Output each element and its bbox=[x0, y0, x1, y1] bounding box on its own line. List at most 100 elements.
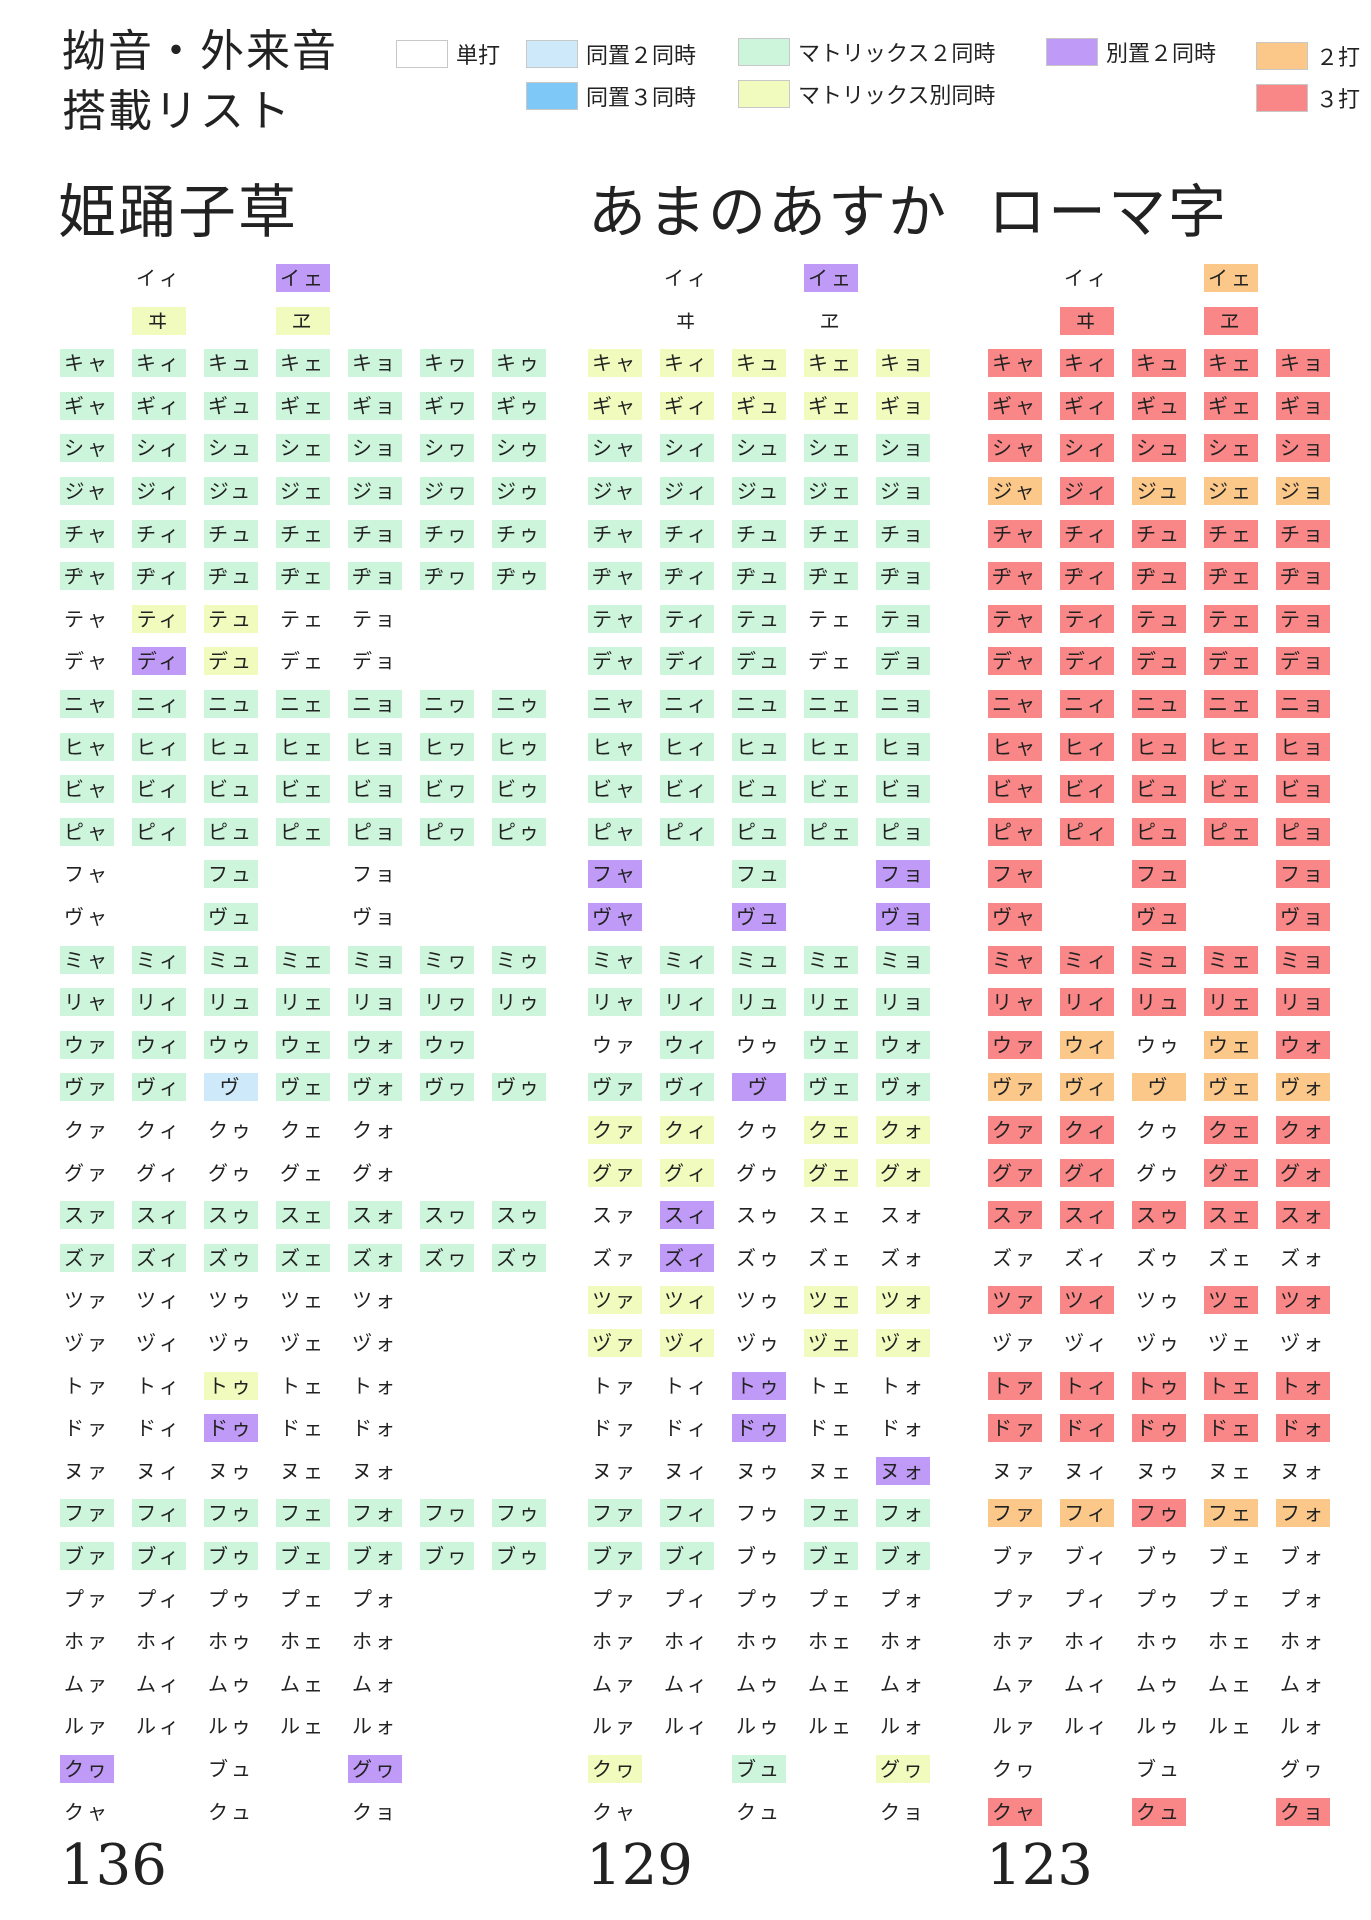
legend-same2: 同置２同時 bbox=[526, 38, 696, 70]
kana-cell: トェ bbox=[280, 1373, 326, 1398]
kana-cell: ビィ bbox=[1060, 775, 1114, 804]
kana-cell: ブゥ bbox=[736, 1544, 782, 1568]
kana-cell: トィ bbox=[1060, 1371, 1114, 1400]
kana-cell: ヒィ bbox=[132, 732, 186, 761]
kana-cell: チュ bbox=[204, 519, 258, 548]
kana-cell: ブュ bbox=[208, 1757, 254, 1781]
kana-cell: ウィ bbox=[1060, 1030, 1114, 1059]
kana-cell: ヅゥ bbox=[736, 1331, 782, 1355]
kana-cell: キィ bbox=[132, 349, 186, 378]
kana-cell: ヴョ bbox=[352, 905, 398, 929]
kana-cell: クァ bbox=[64, 1118, 110, 1142]
kana-cell: ディ bbox=[660, 647, 714, 676]
kana-cell: プゥ bbox=[208, 1586, 254, 1611]
kana-cell: ヴョ bbox=[876, 903, 930, 931]
legend-label-single: 単打 bbox=[456, 44, 501, 69]
kana-cell: ヴヮ bbox=[420, 1073, 474, 1102]
kana-cell: グォ bbox=[876, 1158, 930, 1187]
kana-cell: ルゥ bbox=[1136, 1714, 1182, 1739]
kana-cell: ヌェ bbox=[1208, 1458, 1254, 1483]
kana-cell: ズォ bbox=[1280, 1245, 1326, 1270]
kana-cell: リィ bbox=[1060, 988, 1114, 1017]
kana-cell: ウァ bbox=[592, 1032, 638, 1057]
kana-cell: ヅゥ bbox=[208, 1331, 254, 1355]
kana-cell: ルィ bbox=[136, 1714, 182, 1739]
kana-cell: ブァ bbox=[60, 1542, 114, 1570]
kana-cell: ルォ bbox=[352, 1714, 398, 1739]
kana-cell: チィ bbox=[1060, 519, 1114, 548]
kana-cell: ヴァ bbox=[588, 1073, 642, 1102]
kana-cell: トァ bbox=[592, 1373, 638, 1398]
kana-cell: ミョ bbox=[1276, 945, 1330, 974]
kana-cell: キィ bbox=[660, 349, 714, 378]
kana-cell: フェ bbox=[276, 1499, 330, 1528]
kana-cell: ミュ bbox=[732, 945, 786, 974]
kana-cell: ヅィ bbox=[1064, 1331, 1110, 1355]
kana-cell: ヴゥ bbox=[492, 1073, 546, 1102]
kana-cell: テュ bbox=[732, 604, 786, 633]
kana-cell: チャ bbox=[588, 519, 642, 548]
kana-cell: ビィ bbox=[660, 775, 714, 804]
kana-cell: プェ bbox=[808, 1586, 854, 1611]
kana-cell: ブェ bbox=[276, 1542, 330, 1570]
kana-cell: ズゥ bbox=[492, 1243, 546, 1272]
kana-cell: キャ bbox=[588, 349, 642, 378]
kana-cell: リャ bbox=[988, 988, 1042, 1017]
kana-cell: フゥ bbox=[492, 1499, 546, 1528]
kana-cell: キャ bbox=[988, 349, 1042, 378]
kana-cell: リゥ bbox=[492, 988, 546, 1017]
kana-cell: グィ bbox=[660, 1158, 714, 1187]
kana-cell: ウェ bbox=[276, 1030, 330, 1059]
kana-cell: グゥ bbox=[1136, 1160, 1182, 1185]
kana-cell: ギヮ bbox=[420, 391, 474, 420]
kana-cell: ヴャ bbox=[64, 905, 110, 929]
kana-cell: クァ bbox=[588, 1116, 642, 1144]
kana-cell: スォ bbox=[880, 1203, 926, 1228]
kana-cell: フャ bbox=[64, 862, 110, 887]
kana-cell: スゥ bbox=[736, 1203, 782, 1228]
kana-cell: ヒヮ bbox=[420, 732, 474, 761]
kana-cell: ブィ bbox=[132, 1542, 186, 1570]
kana-cell: チィ bbox=[132, 519, 186, 548]
kana-cell: デョ bbox=[876, 647, 930, 676]
kana-cell: ルォ bbox=[880, 1714, 926, 1739]
kana-cell: プァ bbox=[992, 1586, 1038, 1611]
kana-cell: ニゥ bbox=[492, 690, 546, 718]
kana-cell: ビャ bbox=[588, 775, 642, 804]
kana-cell: ヒュ bbox=[1132, 732, 1186, 761]
kana-cell: シュ bbox=[204, 434, 258, 463]
kana-cell: リョ bbox=[876, 988, 930, 1017]
kana-cell: ツォ bbox=[352, 1288, 398, 1313]
kana-cell: プェ bbox=[280, 1586, 326, 1611]
kana-cell: ジィ bbox=[1060, 477, 1114, 505]
kana-cell: チゥ bbox=[492, 519, 546, 548]
kana-cell: ジェ bbox=[276, 477, 330, 505]
kana-cell: ヴォ bbox=[876, 1073, 930, 1102]
kana-cell: デャ bbox=[64, 649, 110, 674]
kana-cell: ズェ bbox=[1208, 1245, 1254, 1270]
kana-cell: ジェ bbox=[1204, 477, 1258, 505]
kana-cell: ルァ bbox=[64, 1714, 110, 1739]
kana-cell: スィ bbox=[660, 1201, 714, 1230]
kana-cell: ルゥ bbox=[208, 1714, 254, 1739]
kana-cell: ウィ bbox=[660, 1030, 714, 1059]
kana-cell: チャ bbox=[988, 519, 1042, 548]
kana-cell: ヴェ bbox=[1204, 1073, 1258, 1102]
kana-cell: ジゥ bbox=[492, 477, 546, 505]
legend-swatch-three-stroke bbox=[1256, 84, 1308, 112]
kana-cell: ヒャ bbox=[988, 732, 1042, 761]
kana-cell: ビヮ bbox=[420, 775, 474, 804]
kana-cell: フォ bbox=[348, 1499, 402, 1528]
kana-cell: ウェ bbox=[804, 1030, 858, 1059]
kana-cell: シュ bbox=[732, 434, 786, 463]
kana-cell: テェ bbox=[808, 606, 854, 631]
legend-label-sep2: 別置２同時 bbox=[1106, 42, 1217, 67]
kana-cell: ヴャ bbox=[588, 903, 642, 931]
kana-cell: ズィ bbox=[660, 1243, 714, 1272]
kana-cell: キャ bbox=[60, 349, 114, 378]
kana-cell: ヅェ bbox=[804, 1329, 858, 1357]
kana-cell: ニィ bbox=[132, 690, 186, 718]
kana-cell: ファ bbox=[588, 1499, 642, 1528]
kana-cell: デェ bbox=[280, 649, 326, 674]
kana-cell: ミョ bbox=[876, 945, 930, 974]
